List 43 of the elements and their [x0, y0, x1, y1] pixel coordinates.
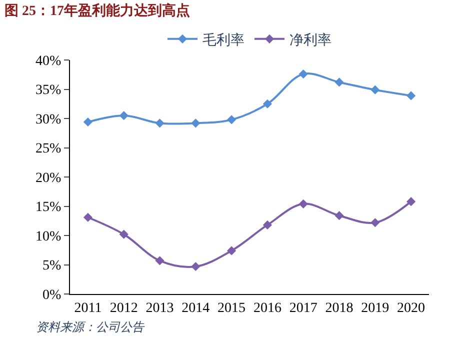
- point: [406, 197, 416, 206]
- point: [227, 246, 236, 256]
- point: [406, 91, 416, 100]
- point: [227, 115, 236, 124]
- y-tick-label: 40%: [36, 54, 62, 69]
- point: [334, 78, 344, 87]
- x-tick-label: 2018: [325, 300, 354, 316]
- x-tick-label: 2011: [74, 300, 102, 316]
- point: [155, 118, 164, 128]
- x-tick-label: 2016: [253, 300, 282, 316]
- y-tick-label: 15%: [36, 200, 62, 216]
- point: [298, 69, 308, 79]
- point: [298, 199, 308, 208]
- point: [119, 111, 128, 120]
- point: [370, 218, 380, 228]
- x-tick-label: 2013: [146, 300, 174, 316]
- point: [155, 256, 164, 266]
- legend-label: 毛利率: [202, 32, 244, 48]
- y-tick-label: 30%: [36, 112, 62, 128]
- point: [83, 212, 92, 222]
- point: [262, 99, 272, 108]
- point: [119, 230, 128, 239]
- x-tick-label: 2017: [289, 300, 318, 316]
- point: [334, 211, 344, 220]
- point: [370, 85, 380, 94]
- x-tick-label: 2020: [397, 300, 426, 316]
- point: [191, 262, 200, 272]
- y-tick-label: 10%: [36, 229, 62, 244]
- point: [83, 117, 92, 127]
- x-tick-label: 2014: [182, 300, 210, 316]
- x-tick-label: 2019: [361, 300, 390, 316]
- legend-label: 净利率: [290, 32, 332, 48]
- x-tick-label: 2012: [110, 300, 138, 316]
- y-tick-label: 25%: [36, 142, 62, 157]
- text: 资料来源：公司公告: [36, 320, 145, 334]
- point: [262, 220, 272, 230]
- point: [191, 118, 200, 128]
- chart-title: 图 25：17年盈利能力达到高点: [4, 2, 190, 19]
- y-tick-label: 35%: [36, 83, 62, 98]
- y-tick-label: 5%: [42, 258, 62, 274]
- x-tick-label: 2015: [218, 300, 246, 316]
- y-tick-label: 0%: [42, 288, 62, 303]
- y-tick-label: 20%: [36, 170, 62, 186]
